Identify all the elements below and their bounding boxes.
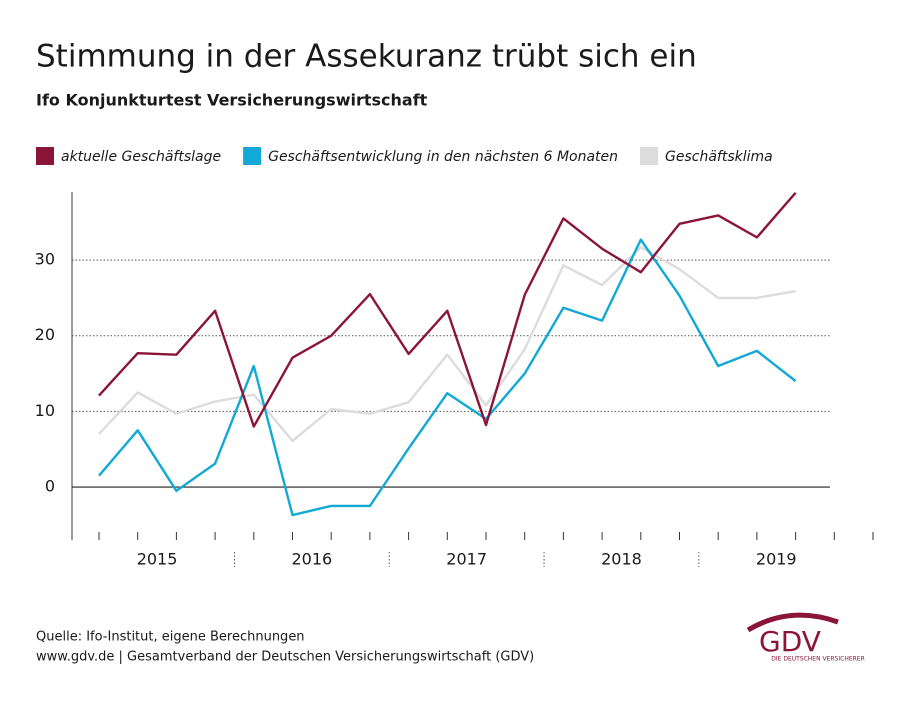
- logo-text: GDV: [759, 625, 821, 658]
- x-group-label: 2016: [291, 550, 332, 569]
- y-tick-label: 20: [35, 325, 55, 344]
- legend-label: aktuelle Geschäftslage: [61, 149, 221, 165]
- legend-label: Geschäftsentwicklung in den nächsten 6 M…: [268, 149, 618, 165]
- x-group-label: 2019: [756, 550, 797, 569]
- legend-swatch: [36, 147, 54, 165]
- chart-title: Stimmung in der Assekuranz trübt sich ei…: [36, 39, 697, 75]
- y-tick-label: 0: [45, 477, 55, 496]
- legend-swatch: [640, 147, 659, 165]
- x-group-label: 2018: [601, 550, 642, 569]
- y-tick-label: 30: [35, 250, 55, 269]
- source: Quelle: Ifo-Institut, eigene Berechnunge…: [36, 630, 305, 645]
- x-group-label: 2017: [446, 550, 487, 569]
- series-line: [98, 191, 797, 428]
- legend-label: Geschäftsklima: [665, 149, 773, 165]
- y-tick-label: 10: [35, 401, 55, 420]
- chart-subtitle: Ifo Konjunkturtest Versicherungswirtscha…: [36, 91, 428, 110]
- x-group-label: 2015: [137, 550, 178, 569]
- logo-tagline: DIE DEUTSCHEN VERSICHERER: [771, 656, 865, 663]
- legend-swatch: [243, 147, 262, 165]
- series-line: [98, 238, 797, 517]
- footer: www.gdv.de | Gesamtverband der Deutschen…: [36, 650, 534, 665]
- series-line: [98, 246, 796, 443]
- logo-arc: [746, 612, 839, 633]
